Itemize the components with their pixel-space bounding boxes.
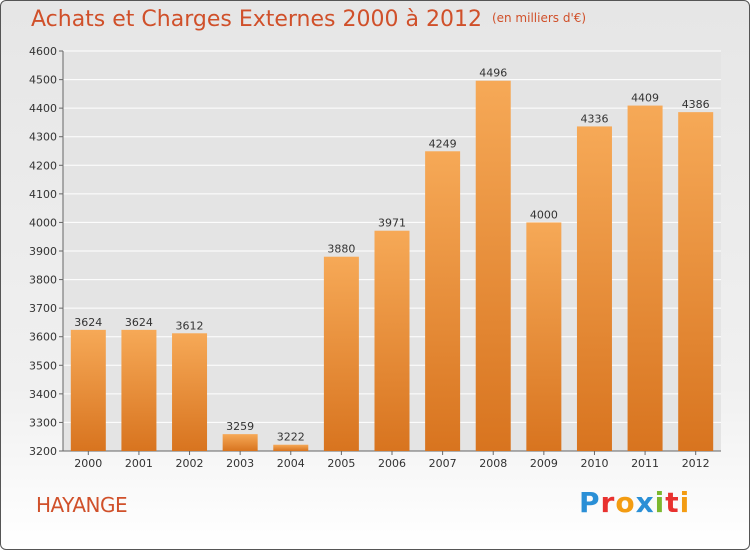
- y-tick-label: 4100: [29, 188, 57, 201]
- y-tick-label: 3900: [29, 245, 57, 258]
- x-tick-label: 2004: [277, 457, 305, 470]
- y-tick-label: 4300: [29, 131, 57, 144]
- x-tick-label: 2005: [327, 457, 355, 470]
- bars: [70, 80, 714, 452]
- bar: [475, 80, 511, 451]
- bar: [323, 256, 359, 451]
- logo-letter: r: [600, 486, 616, 519]
- y-tick-label: 3300: [29, 416, 57, 429]
- bar-value-label: 3624: [74, 316, 102, 329]
- bar: [273, 444, 309, 451]
- bar: [70, 329, 106, 451]
- x-tick-label: 2011: [631, 457, 659, 470]
- y-tick-label: 4600: [29, 45, 57, 58]
- x-tick-label: 2006: [378, 457, 406, 470]
- proxiti-logo: Proxiti: [579, 486, 690, 519]
- bar-value-label: 3880: [327, 243, 355, 256]
- logo-letter: o: [615, 486, 636, 519]
- bar: [374, 230, 410, 451]
- x-tick-label: 2002: [176, 457, 204, 470]
- bar-value-label: 4336: [580, 112, 608, 125]
- logo-letter: P: [579, 486, 601, 519]
- bar-value-label: 4249: [429, 137, 457, 150]
- labels: 3624 2000 3624 2001 3612 2002 3259 2003 3222 2004…: [74, 67, 709, 470]
- bar-value-label: 4386: [682, 98, 710, 111]
- bar-value-label: 3612: [176, 319, 204, 332]
- bar-value-label: 3259: [226, 420, 254, 433]
- y-tick-label: 3400: [29, 388, 57, 401]
- bar: [222, 434, 258, 451]
- logo-letter: t: [665, 486, 680, 519]
- y-tick-label: 3200: [29, 445, 57, 458]
- y-tick-label: 3700: [29, 302, 57, 315]
- y-tick-label: 4000: [29, 216, 57, 229]
- y-tick-label: 3600: [29, 331, 57, 344]
- x-tick-label: 2009: [530, 457, 558, 470]
- x-tick-label: 2001: [125, 457, 153, 470]
- logo-letter: i: [679, 486, 691, 519]
- bar: [121, 329, 157, 451]
- x-tick-label: 2007: [429, 457, 457, 470]
- y-tick-label: 4500: [29, 74, 57, 87]
- city-name: HAYANGE: [36, 493, 128, 517]
- chart-title: Achats et Charges Externes 2000 à 2012 (e…: [31, 7, 586, 32]
- unit-note: (en milliers d'€): [491, 11, 587, 25]
- x-tick-label: 2010: [580, 457, 608, 470]
- y-tick-label: 4200: [29, 159, 57, 172]
- bar: [425, 151, 461, 452]
- bar: [678, 112, 714, 452]
- x-tick-label: 2003: [226, 457, 254, 470]
- bar-value-label: 3971: [378, 217, 406, 230]
- bar-value-label: 4409: [631, 92, 659, 105]
- y-tick-label: 3800: [29, 274, 57, 287]
- bar-value-label: 4496: [479, 67, 507, 80]
- bar: [526, 222, 562, 451]
- bar: [627, 105, 663, 452]
- bar-value-label: 4000: [530, 208, 558, 221]
- bar: [172, 333, 208, 451]
- bar: [576, 126, 612, 451]
- title-text: Achats et Charges Externes 2000 à 2012: [31, 7, 482, 32]
- x-tick-label: 2012: [682, 457, 710, 470]
- bar-value-label: 3222: [277, 431, 305, 444]
- y-tick-label: 3500: [29, 359, 57, 372]
- bar-value-label: 3624: [125, 316, 153, 329]
- x-tick-label: 2000: [74, 457, 102, 470]
- y-tick-label: 4400: [29, 102, 57, 115]
- x-tick-label: 2008: [479, 457, 507, 470]
- logo-letter: x: [635, 486, 655, 519]
- logo-letter: i: [654, 486, 666, 519]
